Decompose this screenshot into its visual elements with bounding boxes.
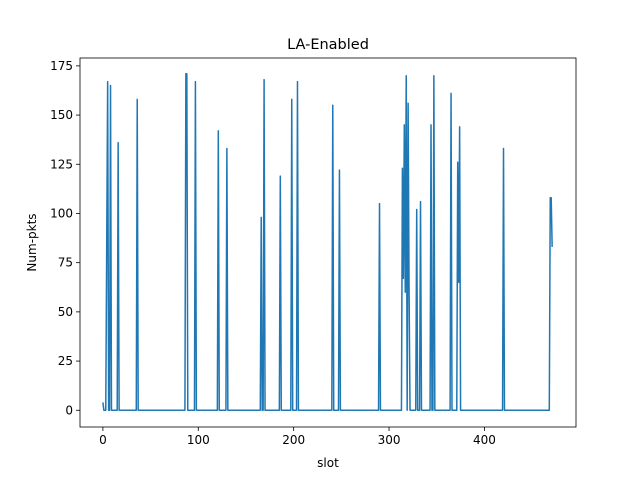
y-axis-label: Num-pkts: [25, 213, 39, 271]
x-tick-label: 100: [187, 433, 210, 447]
x-tick-label: 200: [282, 433, 305, 447]
y-tick-label: 75: [58, 256, 73, 270]
x-tick-label: 400: [473, 433, 496, 447]
y-tick-label: 50: [58, 305, 73, 319]
y-tick-label: 0: [65, 403, 73, 417]
chart-title: LA-Enabled: [287, 37, 369, 53]
y-tick-label: 125: [50, 157, 73, 171]
x-tick-label: 300: [378, 433, 401, 447]
y-tick-label: 150: [50, 108, 73, 122]
y-tick-label: 175: [50, 59, 73, 73]
plot-frame: [79, 57, 577, 428]
x-axis-label: slot: [317, 456, 339, 470]
y-tick-label: 100: [50, 206, 73, 220]
plot-area: [102, 72, 553, 412]
series-line-0: [102, 72, 553, 412]
y-axis-ticks: 0 25 50 75 100 125 150 175: [50, 59, 80, 417]
x-tick-label: 0: [99, 433, 107, 447]
y-tick-label: 25: [58, 354, 73, 368]
x-axis-ticks: 0 100 200 300 400: [99, 427, 496, 447]
